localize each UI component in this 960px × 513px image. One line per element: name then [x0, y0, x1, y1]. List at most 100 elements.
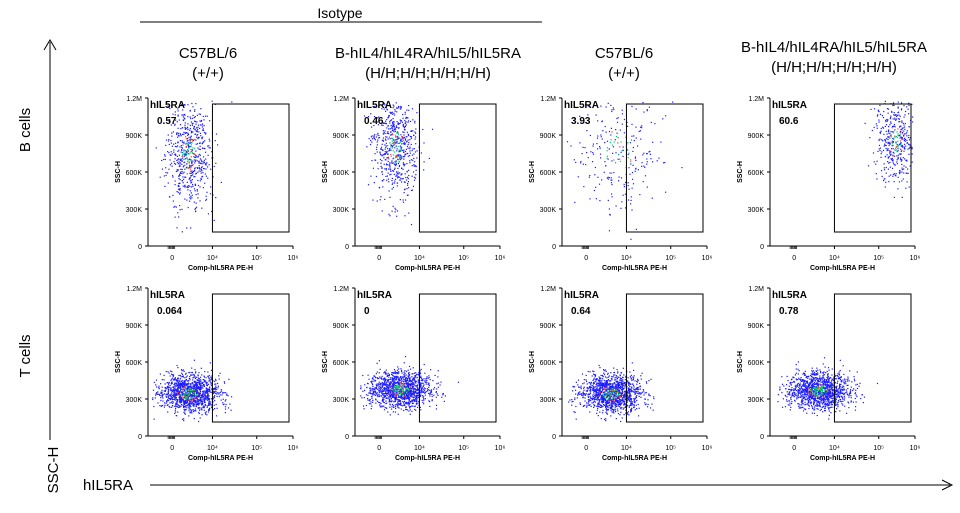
event-dot	[393, 141, 395, 144]
event-dot	[423, 384, 425, 386]
event-dot	[890, 134, 892, 136]
event-dot	[392, 182, 394, 184]
event-dot	[413, 176, 416, 178]
event-dot	[188, 392, 191, 394]
event-dot	[371, 160, 373, 162]
event-dot	[223, 391, 225, 394]
event-dot	[389, 162, 391, 164]
event-dot	[878, 144, 881, 147]
event-dot	[397, 381, 399, 383]
event-dot	[160, 395, 162, 397]
event-dot	[428, 376, 430, 379]
event-dot	[403, 404, 405, 407]
event-dot	[215, 197, 217, 199]
event-dot	[182, 385, 184, 387]
event-dot	[202, 392, 204, 395]
event-dot	[417, 387, 419, 389]
event-dot	[628, 406, 630, 408]
event-dot	[390, 401, 392, 403]
event-dot	[911, 121, 914, 123]
event-dot	[196, 392, 198, 394]
event-dot	[191, 151, 193, 154]
event-dot	[182, 172, 184, 175]
event-dot	[164, 154, 166, 156]
event-dot	[196, 121, 198, 123]
event-dot	[206, 389, 208, 391]
event-dot	[604, 125, 606, 128]
event-dot	[375, 106, 378, 108]
event-dot	[207, 376, 209, 378]
event-dot	[198, 408, 200, 410]
event-dot	[600, 383, 602, 386]
event-dot	[403, 386, 406, 388]
event-dot	[377, 139, 379, 141]
event-dot	[182, 393, 184, 395]
event-dot	[177, 384, 180, 387]
event-dot	[587, 114, 589, 116]
event-dot	[370, 136, 372, 138]
event-dot	[381, 149, 383, 151]
event-dot	[398, 176, 400, 178]
event-dot	[206, 398, 208, 400]
event-dot	[420, 392, 422, 394]
event-dot	[190, 227, 192, 229]
event-dot	[393, 105, 395, 107]
event-dot	[194, 156, 197, 159]
event-dot	[374, 387, 376, 389]
event-dot	[181, 160, 183, 162]
event-dot	[202, 394, 204, 397]
event-dot	[190, 164, 192, 167]
event-dot	[175, 170, 177, 173]
event-dot	[390, 134, 392, 136]
event-dot	[381, 378, 383, 380]
event-dot	[203, 384, 205, 386]
event-dot	[390, 131, 392, 133]
event-dot	[386, 380, 389, 382]
event-dot	[191, 401, 194, 403]
event-dot	[375, 386, 378, 389]
event-dot	[398, 161, 400, 163]
event-dot	[425, 378, 427, 380]
event-dot	[635, 167, 637, 169]
event-dot	[412, 171, 415, 173]
event-dot	[193, 128, 195, 130]
event-dot	[182, 154, 184, 156]
event-dot	[397, 167, 399, 170]
event-dot	[899, 115, 901, 117]
event-dot	[414, 122, 416, 124]
event-dot	[205, 195, 207, 197]
event-dot	[186, 143, 188, 145]
event-dot	[178, 154, 181, 156]
event-dot	[167, 397, 169, 399]
event-dot	[594, 174, 596, 176]
event-dot	[415, 403, 417, 405]
event-dot	[395, 132, 398, 134]
event-dot	[181, 395, 183, 397]
event-dot	[909, 165, 911, 167]
event-dot	[195, 401, 197, 403]
event-dot	[197, 136, 199, 139]
event-dot	[182, 399, 184, 401]
event-dot	[617, 137, 619, 139]
event-dot	[908, 102, 910, 104]
event-dot	[389, 384, 391, 386]
event-dot	[426, 388, 428, 390]
event-dot	[175, 393, 177, 395]
event-dot	[215, 403, 217, 406]
event-dot	[389, 168, 391, 170]
event-dot	[396, 177, 399, 179]
event-dot	[403, 126, 406, 128]
event-dot	[391, 129, 394, 132]
event-dot	[198, 383, 200, 385]
event-dot	[209, 403, 211, 405]
event-dot	[383, 377, 385, 380]
event-dot	[215, 162, 217, 164]
event-dot	[388, 190, 390, 192]
event-dot	[171, 406, 173, 408]
event-dot	[388, 164, 390, 166]
event-dot	[196, 160, 198, 162]
event-dot	[205, 164, 207, 166]
event-dot	[198, 378, 201, 380]
event-dot	[385, 373, 387, 375]
event-dot	[888, 150, 891, 152]
